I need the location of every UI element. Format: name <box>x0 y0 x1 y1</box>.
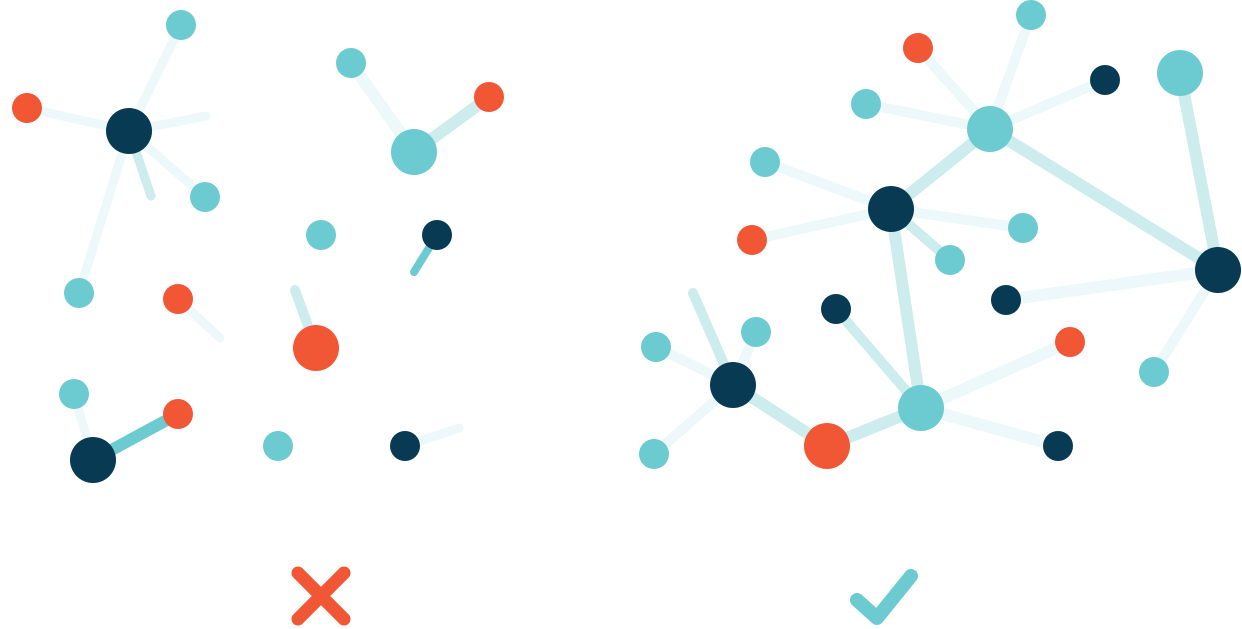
network-edge <box>984 123 1224 276</box>
network-node <box>741 317 771 347</box>
network-node <box>190 182 220 212</box>
network-edge <box>915 336 1076 414</box>
network-node <box>898 385 944 431</box>
network-node <box>422 220 452 250</box>
network-node <box>639 439 669 469</box>
network-edge <box>747 204 896 245</box>
checkmark-icon <box>850 569 918 625</box>
network-node <box>336 48 366 78</box>
network-node <box>59 379 89 409</box>
right-nodes <box>639 0 1241 469</box>
network-node <box>1139 357 1169 387</box>
network-node <box>106 108 152 154</box>
network-node <box>821 294 851 324</box>
network-node <box>903 33 933 63</box>
left-nodes <box>12 10 504 483</box>
network-node <box>70 437 116 483</box>
network-node <box>710 362 756 408</box>
network-node <box>935 245 965 275</box>
network-node <box>868 186 914 232</box>
network-node <box>991 285 1021 315</box>
network-node <box>391 129 437 175</box>
network-node <box>163 284 193 314</box>
right-edges <box>649 10 1224 459</box>
network-node <box>390 431 420 461</box>
network-node <box>263 431 293 461</box>
cross-stroke-2 <box>291 566 351 626</box>
network-node <box>967 106 1013 152</box>
network-node <box>166 10 196 40</box>
network-node <box>1157 50 1203 96</box>
network-edge <box>915 402 1064 452</box>
network-node <box>1016 0 1046 30</box>
network-node <box>1195 247 1241 293</box>
network-edge <box>74 126 134 298</box>
connected-network-panel <box>639 0 1241 625</box>
disconnected-network-panel <box>12 10 504 626</box>
cross-icon <box>291 566 351 626</box>
network-node <box>163 399 193 429</box>
network-node <box>64 278 94 308</box>
network-node <box>474 82 504 112</box>
network-edge <box>1174 67 1224 276</box>
network-node <box>1090 65 1120 95</box>
network-node <box>750 147 780 177</box>
network-node <box>12 93 42 123</box>
network-node <box>737 225 767 255</box>
network-node <box>1043 431 1073 461</box>
network-node <box>641 332 671 362</box>
network-edge <box>1000 264 1224 306</box>
network-node <box>1055 327 1085 357</box>
network-node <box>293 325 339 371</box>
network-node <box>1008 213 1038 243</box>
left-edges <box>22 20 495 466</box>
network-node <box>306 220 336 250</box>
network-edge <box>885 203 927 414</box>
network-node <box>804 423 850 469</box>
checkmark-stroke <box>850 569 918 625</box>
network-node <box>851 89 881 119</box>
